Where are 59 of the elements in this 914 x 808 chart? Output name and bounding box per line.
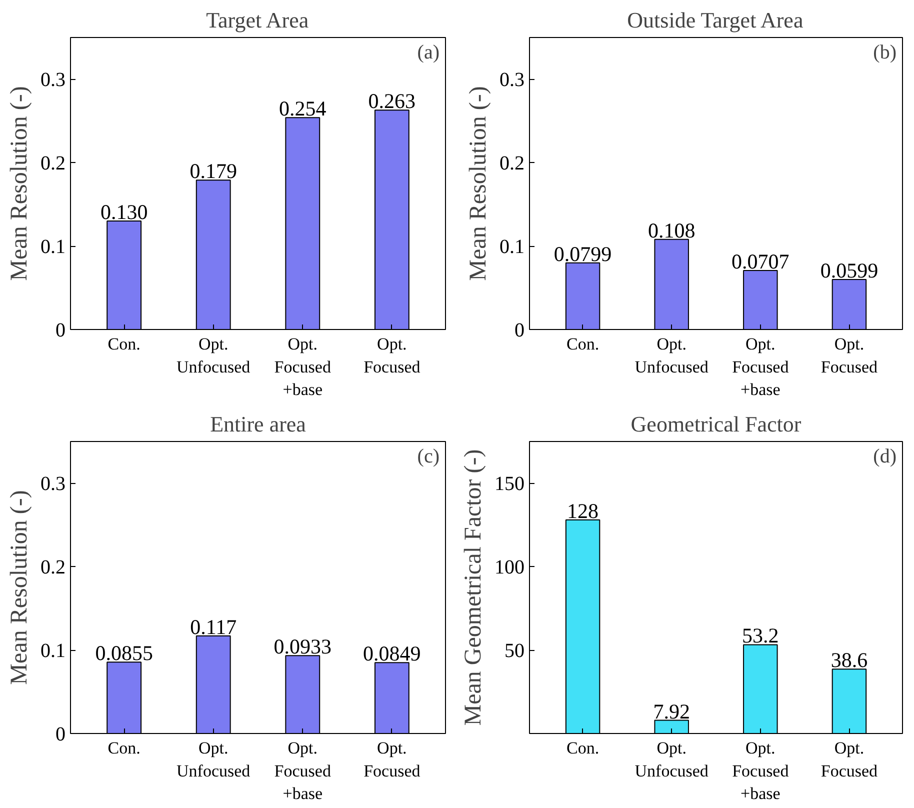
data-label: 0.0849 (363, 642, 421, 666)
annotation: (d) (873, 446, 897, 468)
y-tick-label: 0 (56, 724, 66, 746)
y-tick-label: 0.2 (40, 556, 66, 579)
chart-title: Geometrical Factor (630, 412, 802, 436)
data-label: 0.0933 (274, 634, 332, 659)
y-tick-label: 0.3 (40, 473, 66, 496)
x-tick-label: Opt. Focused +base (732, 738, 790, 804)
x-tick-label: Opt. Focused +base (274, 738, 332, 804)
annotation: (c) (417, 446, 440, 468)
y-axis-title: Mean Resolution (-) (466, 86, 492, 281)
y-tick-label: 0.3 (40, 69, 66, 92)
data-label: 0.0707 (732, 250, 790, 274)
chart-title: Outside Target Area (627, 8, 804, 32)
data-label: 53.2 (742, 624, 779, 648)
data-label: 128 (567, 498, 599, 523)
data-label: 0.263 (368, 89, 416, 114)
y-axis-title: Mean Geometrical Factor (-) (460, 449, 486, 726)
data-label: 0.0799 (554, 242, 612, 266)
x-tick-label: Opt. Focused +base (732, 334, 790, 400)
y-tick-label: 0.2 (40, 152, 66, 175)
data-label: 0.179 (190, 159, 237, 184)
data-label: 0.108 (648, 218, 696, 242)
y-axis-title: Mean Resolution (-) (6, 86, 32, 281)
y-tick-label: 0.1 (500, 236, 524, 258)
x-tick-label: Con. (108, 738, 140, 758)
data-label: 0.0855 (95, 641, 153, 666)
chart-title: Entire area (210, 412, 306, 436)
x-tick-label: Con. (566, 738, 600, 758)
x-tick-label: Opt. Focused (820, 738, 878, 780)
annotation: (b) (873, 42, 897, 64)
chart-title: Target Area (206, 8, 309, 32)
y-tick-label: 150 (494, 473, 524, 496)
y-tick-label: 0.3 (500, 69, 524, 92)
data-label: 0.0599 (820, 258, 878, 283)
x-tick-label: Opt. Focused (364, 738, 421, 780)
y-tick-label: 50 (504, 640, 524, 662)
x-tick-label: Opt. Focused +base (274, 334, 332, 400)
annotation: (a) (417, 42, 440, 64)
y-tick-label: 0 (56, 320, 66, 342)
x-tick-label: Opt. Focused (820, 334, 878, 376)
y-tick-label: 0.1 (40, 236, 66, 258)
x-tick-label: Con. (566, 334, 600, 354)
x-tick-label: Opt. Focused (364, 334, 421, 376)
y-tick-label: 0 (514, 320, 524, 342)
data-label: 0.254 (279, 96, 327, 121)
x-tick-label: Opt. Unfocused (634, 738, 709, 780)
y-tick-label: 0.1 (40, 640, 66, 662)
x-tick-label: Con. (108, 334, 140, 354)
data-label: 7.92 (653, 699, 690, 724)
data-label: 38.6 (830, 648, 868, 672)
x-tick-label: Opt. Unfocused (176, 334, 251, 376)
x-tick-label: Opt. Unfocused (634, 334, 709, 376)
data-label: 0.130 (100, 200, 148, 224)
y-tick-label: 100 (494, 556, 524, 579)
x-tick-label: Opt. Unfocused (176, 738, 251, 780)
data-label: 0.117 (190, 614, 237, 639)
y-tick-label: 0.2 (500, 152, 524, 175)
y-axis-title: Mean Resolution (-) (6, 490, 32, 685)
